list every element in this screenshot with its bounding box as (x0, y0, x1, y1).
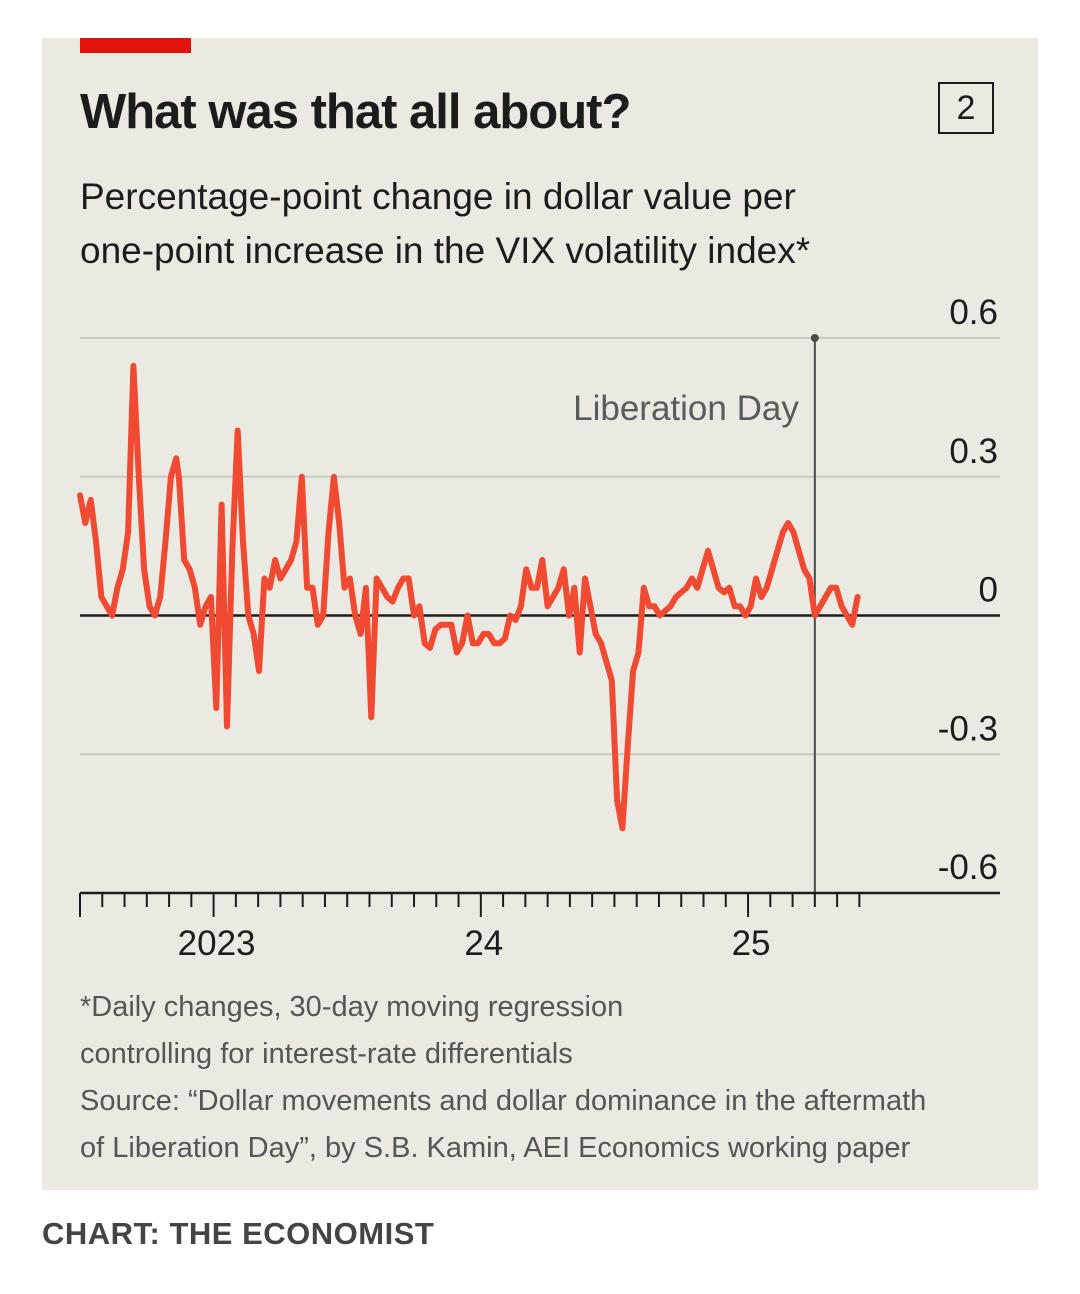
subtitle-line-1: Percentage-point change in dollar value … (80, 176, 796, 217)
y-tick-label: -0.6 (938, 848, 998, 887)
footnote-line-2: controlling for interest-rate differenti… (80, 1038, 573, 1070)
y-tick-label: 0 (979, 571, 998, 610)
series-line (77, 362, 861, 832)
y-tick-label: 0.3 (949, 432, 998, 471)
x-tick-label: 25 (732, 924, 771, 963)
subtitle-line-2: one-point increase in the VIX volatility… (80, 230, 811, 271)
chart-panel (42, 38, 1038, 1190)
series-layer (77, 362, 861, 832)
x-tick-label: 2023 (178, 924, 256, 963)
y-tick-label: 0.6 (949, 293, 998, 332)
liberation-day-label: Liberation Day (573, 389, 799, 428)
chart-credit: CHART: THE ECONOMIST (42, 1216, 435, 1251)
chart-notes: *Daily changes, 30-day moving regression… (80, 984, 926, 1172)
chart-subtitle: Percentage-point change in dollar value … (80, 170, 960, 278)
chart-title: What was that all about? (80, 85, 631, 139)
x-tick-label: 24 (464, 924, 503, 963)
chart-number-badge: 2 (938, 82, 994, 134)
source-line-1: Source: “Dollar movements and dollar dom… (80, 1085, 927, 1117)
y-tick-label: -0.3 (938, 709, 998, 748)
source-line-2: of Liberation Day”, by S.B. Kamin, AEI E… (80, 1132, 911, 1164)
footnote-line-1: *Daily changes, 30-day moving regression (80, 991, 624, 1023)
annotation-layer: Liberation Day (573, 334, 819, 893)
liberation-day-marker (810, 334, 819, 342)
economist-red-tag (80, 38, 191, 53)
x-axis: 2023 24 25 (79, 891, 1000, 963)
